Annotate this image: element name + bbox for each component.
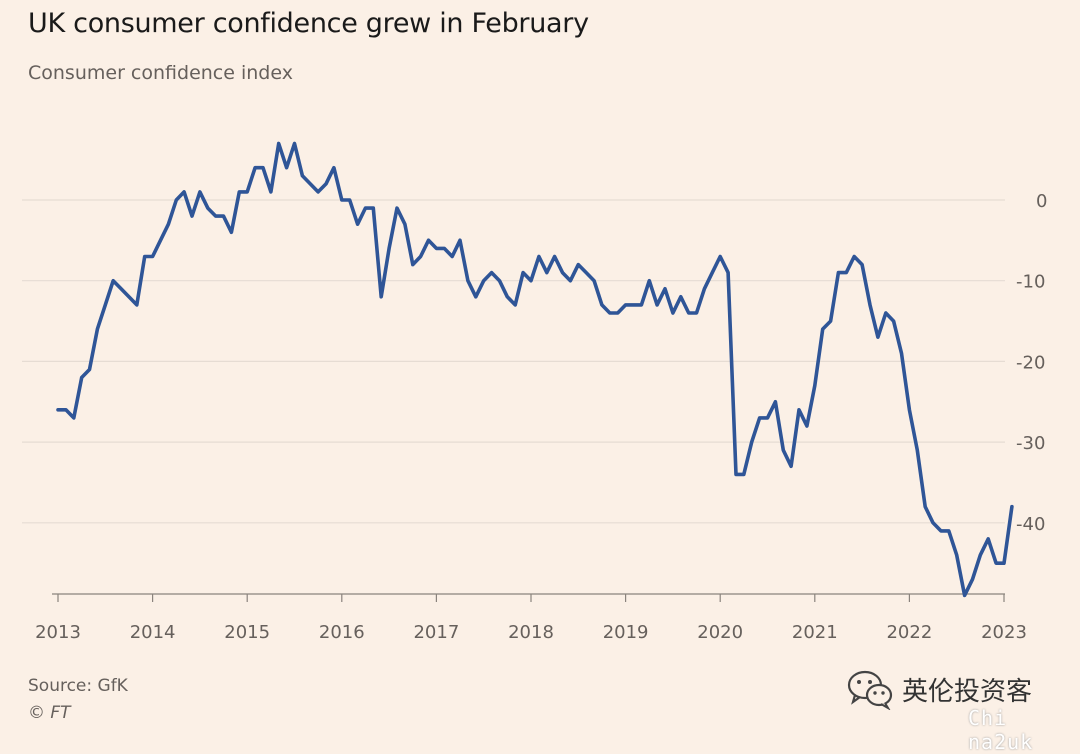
x-tick-label: 2018 — [508, 622, 554, 643]
watermark-text: 英伦投资客 — [902, 676, 1033, 707]
y-axis: 0 -10 -20 -30 -40 — [1016, 191, 1047, 535]
x-axis: 2013 2014 2015 2016 2017 2018 2019 2020 2021 2022… — [35, 593, 1027, 643]
x-tick-label: 2017 — [413, 622, 459, 643]
x-tick-label: 2014 — [130, 622, 176, 643]
chart-subtitle: Consumer confidence index — [28, 62, 293, 84]
watermark: 英伦投资客 — [846, 668, 1032, 710]
x-tick-label: 2015 — [224, 622, 270, 643]
line-chart: 2013 2014 2015 2016 2017 2018 2019 2020 2021 2022… — [22, 141, 1047, 643]
x-tick-label: 2020 — [697, 622, 743, 643]
x-tick-label: 2023 — [981, 622, 1027, 643]
x-tick-label: 2019 — [603, 622, 649, 643]
y-tick-label: -40 — [1016, 514, 1045, 535]
watermark-handle: Chi na2uk — [968, 706, 1034, 754]
wechat-icon — [847, 670, 893, 710]
x-tick-label: 2016 — [319, 622, 365, 643]
series-layer — [56, 141, 1014, 598]
chart-title: UK consumer confidence grew in February — [28, 8, 589, 39]
y-tick-label: -20 — [1016, 352, 1045, 373]
copyright-note: © FT — [28, 703, 71, 723]
series-line — [56, 141, 1014, 598]
gridlines — [22, 199, 1005, 524]
y-tick-label: -30 — [1016, 433, 1045, 454]
y-tick-label: 0 — [1036, 191, 1047, 212]
source-note: Source: GfK — [28, 676, 128, 696]
y-tick-label: -10 — [1016, 272, 1045, 293]
x-tick-label: 2013 — [35, 622, 81, 643]
x-tick-label: 2021 — [792, 622, 838, 643]
x-tick-label: 2022 — [886, 622, 932, 643]
